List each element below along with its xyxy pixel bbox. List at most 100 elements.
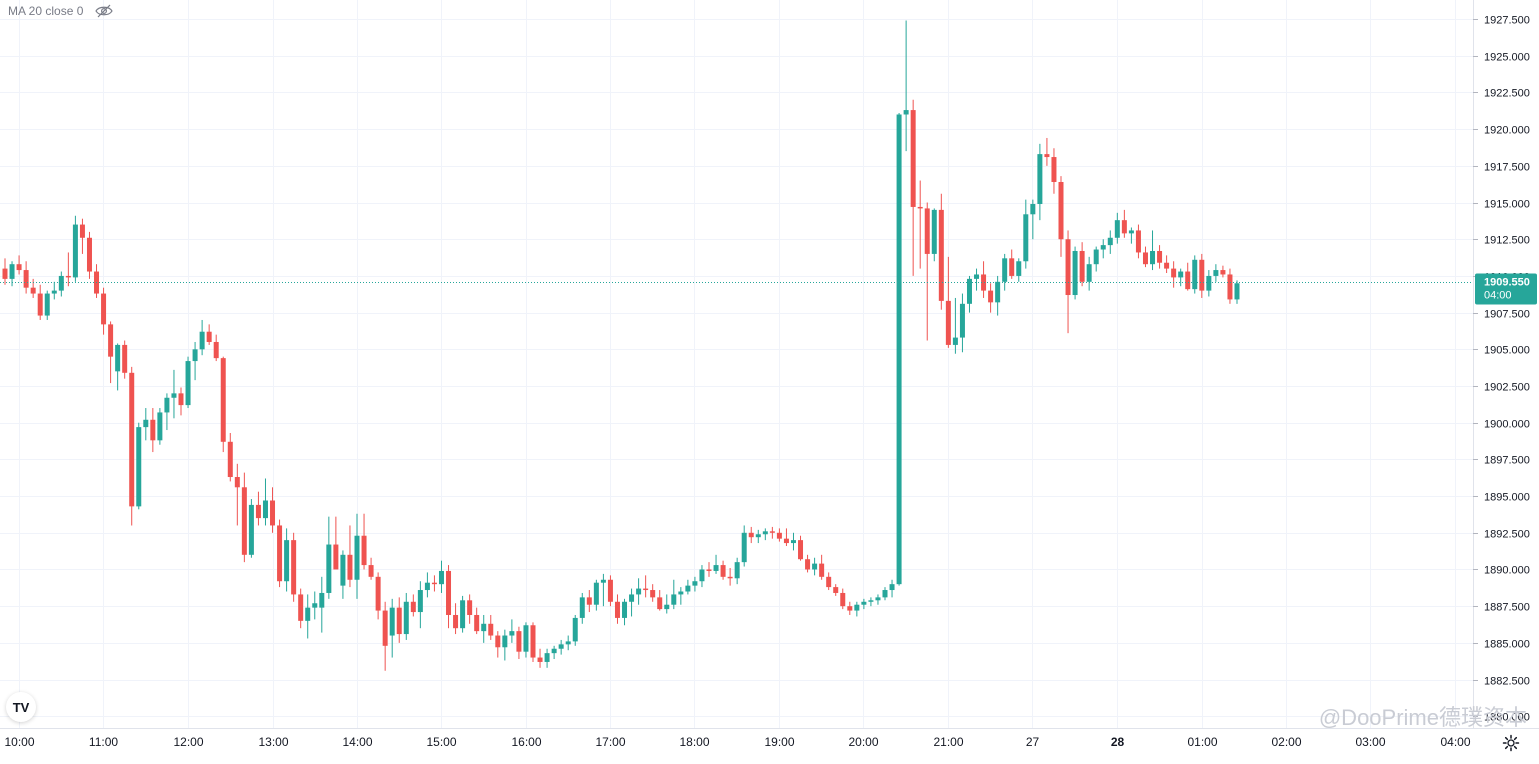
x-tick-label: 20:00 [848,735,878,749]
candle [101,287,107,335]
candle [1164,255,1170,273]
logo-text: TV [12,699,30,715]
candle-body [783,538,789,544]
candle-body [896,114,902,585]
candle-body [1199,259,1205,291]
candle [622,598,628,626]
candle [1150,230,1156,271]
x-tick-label: 03:00 [1355,735,1385,749]
price-axis[interactable]: 1927.500 1925.000 1922.500 1920.000 1917.500… [1473,15,1530,724]
candle-body [340,554,346,586]
x-tick-label: 17:00 [595,735,625,749]
candle-body [150,419,156,441]
candle-body [220,358,226,442]
candle-body [523,625,529,652]
current-price-tag: 1909.550 04:00 [1475,273,1537,305]
candle [326,516,332,599]
candle [262,478,268,526]
candle-body [305,607,311,621]
candle-body [467,600,473,615]
candle-body [382,610,388,646]
candle-body [974,274,980,279]
candle [157,408,163,445]
candle-body [790,540,796,544]
candle [354,513,360,599]
candle-body [762,531,768,535]
candle-body [776,532,782,539]
candle [826,572,832,591]
candle [537,648,543,668]
candle-body [23,270,29,288]
candle-body [143,419,149,428]
candle-body [1037,154,1043,205]
candle [762,528,768,541]
candle-body [122,344,128,373]
candle [206,324,212,345]
candle [488,614,494,640]
candle [30,278,36,298]
candles [2,20,1240,671]
candle-body [798,540,804,560]
candle [988,283,994,313]
y-tick-label: 1890.000 [1484,565,1530,577]
candle-body [16,264,22,271]
candle-body [1178,271,1184,278]
candle [1030,199,1036,240]
candle [636,578,642,605]
candle [910,99,916,276]
candle [1051,148,1057,194]
candle-body [453,614,459,629]
x-tick-label: 19:00 [764,735,794,749]
candle-body [227,441,233,478]
candle [727,568,733,586]
candle-body [713,565,719,571]
candle-body [30,287,36,294]
candle [474,607,480,635]
candle [115,343,121,391]
candle [917,180,923,269]
candle [840,588,846,610]
y-tick-label: 1900.000 [1484,419,1530,431]
gear-icon[interactable] [1502,734,1520,752]
candle [509,619,515,643]
candle-body [488,623,494,636]
candle-body [424,582,430,591]
indicator-legend[interactable]: MA 20 close 0 [8,4,114,18]
candle [952,297,958,354]
candle [1093,246,1099,272]
candle-body [614,601,620,618]
candle [453,603,459,635]
candle [685,579,691,595]
price-tag-countdown: 04:00 [1484,290,1512,302]
candle-body [727,576,733,579]
candle-body [284,540,290,582]
candle-body [171,393,177,398]
candle-body [58,275,64,291]
time-axis[interactable]: 10:00 11:00 12:00 13:00 14:00 15:00 16:00 17:00… [4,735,1470,749]
candle-body [37,293,43,316]
candle [213,334,219,362]
candle-body [952,337,958,345]
candle [931,208,937,262]
candle-body [565,641,571,645]
candle [1234,280,1240,304]
candle [790,532,796,551]
candle [981,261,987,298]
candle [734,557,740,585]
tradingview-logo[interactable]: TV [6,692,36,722]
candle [1213,264,1219,282]
candle [403,592,409,640]
eye-off-icon[interactable] [95,4,114,18]
candle-body [847,606,853,611]
x-tick-label: 10:00 [4,735,34,749]
candle [889,579,895,598]
candle-body [840,592,846,607]
candle-body [375,576,381,611]
candle-body [44,293,50,316]
candle-body [1030,204,1036,215]
candle [37,284,43,320]
candle [776,528,782,542]
candle-body [586,597,592,605]
